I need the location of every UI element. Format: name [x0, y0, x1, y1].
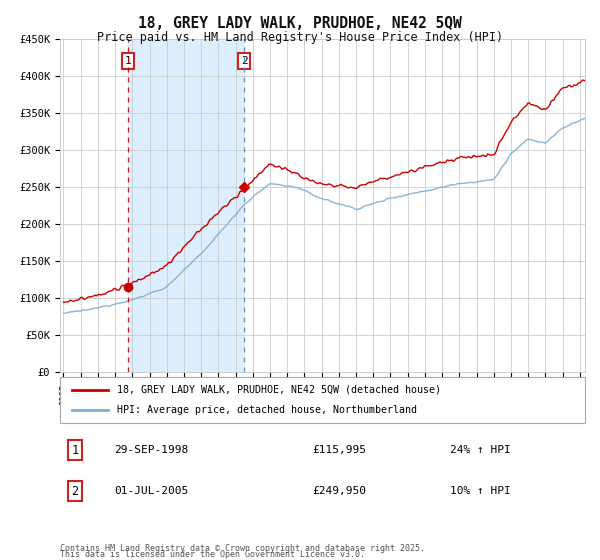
Text: 18, GREY LADY WALK, PRUDHOE, NE42 5QW: 18, GREY LADY WALK, PRUDHOE, NE42 5QW [138, 16, 462, 31]
Bar [128, 39, 244, 372]
Text: 01-JUL-2005: 01-JUL-2005 [114, 486, 188, 496]
Text: 29-SEP-1998: 29-SEP-1998 [114, 445, 188, 455]
Text: 2: 2 [241, 56, 248, 66]
Text: 10% ↑ HPI: 10% ↑ HPI [450, 486, 511, 496]
Text: 18, GREY LADY WALK, PRUDHOE, NE42 5QW (detached house): 18, GREY LADY WALK, PRUDHOE, NE42 5QW (d… [117, 385, 441, 395]
Text: £115,995: £115,995 [312, 445, 366, 455]
Text: 1: 1 [71, 444, 79, 457]
Text: Price paid vs. HM Land Registry's House Price Index (HPI): Price paid vs. HM Land Registry's House … [97, 31, 503, 44]
Text: £249,950: £249,950 [312, 486, 366, 496]
Text: 24% ↑ HPI: 24% ↑ HPI [450, 445, 511, 455]
Text: HPI: Average price, detached house, Northumberland: HPI: Average price, detached house, Nort… [117, 405, 417, 415]
Text: This data is licensed under the Open Government Licence v3.0.: This data is licensed under the Open Gov… [60, 550, 365, 559]
Text: Contains HM Land Registry data © Crown copyright and database right 2025.: Contains HM Land Registry data © Crown c… [60, 544, 425, 553]
Text: 2: 2 [71, 484, 79, 498]
Text: 1: 1 [125, 56, 131, 66]
